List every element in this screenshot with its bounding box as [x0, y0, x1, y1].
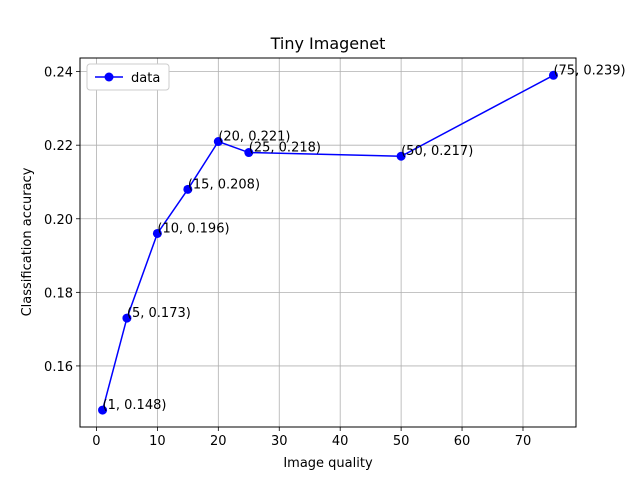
data-point-label: (5, 0.173): [127, 306, 191, 321]
x-axis-label: Image quality: [283, 456, 373, 471]
y-axis-label: Classification accuracy: [20, 167, 35, 316]
legend: data: [86, 63, 170, 91]
x-tick-label: 70: [515, 434, 532, 449]
data-point: [122, 313, 132, 323]
y-tick-label: 0.18: [44, 286, 73, 301]
data-point-label: (75, 0.239): [553, 63, 625, 78]
grid: [80, 58, 576, 427]
x-tick-label: 60: [454, 434, 471, 449]
data-point-label: (15, 0.208): [188, 177, 260, 192]
x-tick-label: 20: [210, 434, 227, 449]
legend-box: [86, 63, 170, 91]
x-tick-label: 0: [92, 434, 100, 449]
data-point-label: (10, 0.196): [157, 221, 229, 236]
series-line: [101, 74, 554, 411]
data-point-label: (20, 0.221): [218, 130, 290, 145]
data-point: [548, 70, 558, 80]
data-point-label: (50, 0.217): [401, 144, 473, 159]
data-point: [183, 184, 193, 194]
data-point: [213, 137, 223, 147]
legend-label: data: [131, 71, 160, 86]
series-layer: (1, 0.148) (5, 0.173) (10, 0.196) (15, 0.20…: [98, 63, 626, 415]
data-point-label: (1, 0.148): [103, 398, 167, 413]
axis-ticks: 0 10 20 30 40 50 60 70 0.16 0.18 0.20 0.22 0.24: [44, 66, 531, 449]
data-point: [152, 228, 162, 238]
x-tick-label: 50: [393, 434, 410, 449]
chart-title: Tiny Imagenet: [270, 34, 386, 53]
plot-frame: [79, 57, 577, 428]
x-tick-label: 10: [149, 434, 166, 449]
y-tick-label: 0.16: [44, 360, 73, 375]
x-tick-label: 30: [271, 434, 288, 449]
data-point: [98, 405, 108, 415]
data-point: [244, 148, 254, 158]
data-point-label: (25, 0.218): [249, 141, 321, 156]
y-tick-label: 0.22: [44, 139, 73, 154]
y-tick-label: 0.24: [44, 66, 73, 81]
y-tick-label: 0.20: [44, 213, 73, 228]
legend-marker: [104, 72, 114, 82]
data-point: [396, 151, 406, 161]
x-tick-label: 40: [332, 434, 349, 449]
